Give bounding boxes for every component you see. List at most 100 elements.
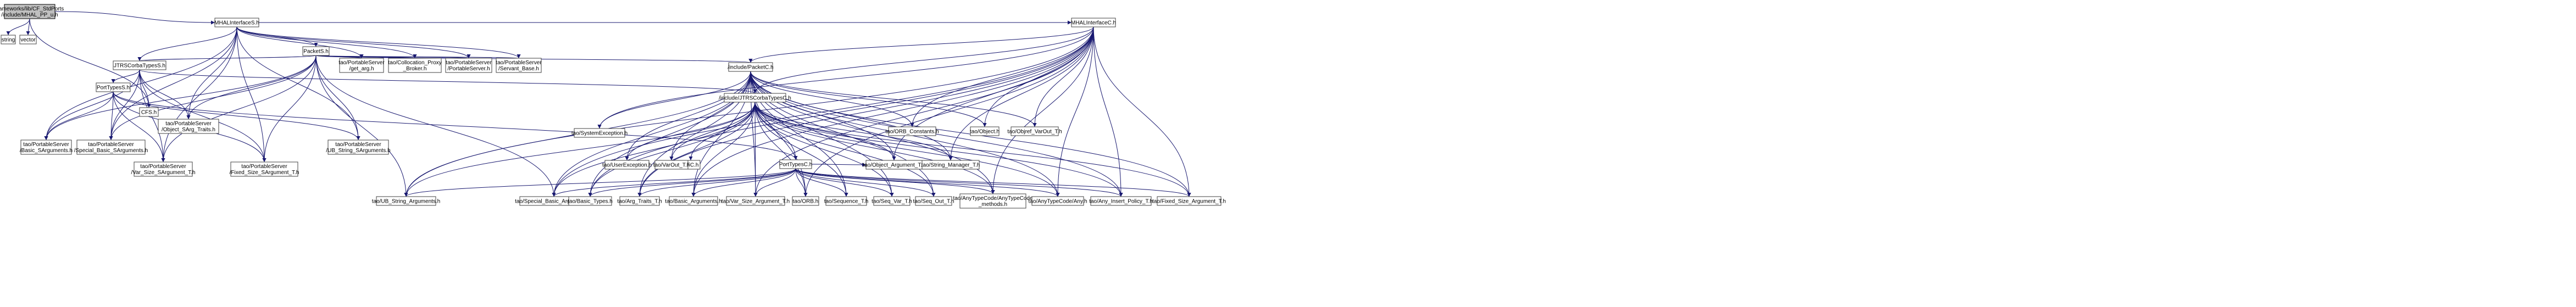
node-box	[654, 160, 689, 170]
edge-jtrsS-to-basicsarg	[44, 69, 140, 141]
edge-mhalS-to-jtrsS	[137, 26, 237, 62]
node-label: tao/Fixed_Size_Argument_T.h	[1152, 199, 1226, 205]
node-stringmgr[interactable]: tao/String_Manager_T.h	[921, 160, 980, 170]
node-box	[214, 18, 259, 27]
node-box	[779, 159, 812, 169]
node-label: tao/String_Manager_T.h	[921, 163, 980, 169]
node-label: tao/Object_Argument_T.h	[863, 163, 925, 169]
node-packetC[interactable]: /include/PacketC.h	[728, 62, 774, 72]
edge-jtrsS-to-specialsarg	[109, 69, 140, 141]
node-varout[interactable]: tao/VarOut_T.h	[653, 160, 690, 170]
node-label: vector	[20, 37, 36, 43]
edge-jtrsC-to-ubstringargs	[404, 102, 756, 197]
edge-mhalC-to-basicargs	[691, 26, 1094, 197]
node-label: tao/PortableServer	[88, 142, 134, 148]
node-mhalC[interactable]: MHALInterfaceC.h	[1071, 18, 1116, 27]
node-anytypecode[interactable]: tao/AnyTypeCode/AnyTypeCode_methods.h	[953, 193, 1033, 209]
node-argtraits[interactable]: tao/Arg_Traits_T.h	[617, 196, 662, 206]
node-jtrsS[interactable]: JTRSCorbaTypesS.h	[113, 60, 166, 70]
node-label: _methods.h	[978, 202, 1007, 208]
node-label: tao/Collocation_Proxy	[388, 60, 441, 66]
edge-jtrsC-to-anytypecode	[754, 102, 995, 194]
node-label: tao/VarOut_T.h	[653, 163, 690, 169]
node-label: PortTypesS.h	[97, 85, 130, 91]
node-label: MHALInterfaceC.h	[1071, 20, 1116, 26]
node-sysexc[interactable]: tao/SystemException.h	[571, 128, 628, 138]
node-portableserver[interactable]: tao/PortableServer/PortableServer.h	[445, 58, 492, 73]
edge-packetC-to-orbh	[750, 71, 808, 197]
node-label: /PortableServer.h	[447, 66, 490, 72]
edge-mhalC-to-anyinsert	[1093, 26, 1123, 197]
node-label: tao/Sequence_T.h	[824, 199, 869, 205]
node-ubstringsarg[interactable]: tao/PortableServer/UB_String_SArguments.…	[326, 139, 391, 155]
node-label: /Basic_SArguments.h	[20, 148, 73, 154]
node-collocation[interactable]: tao/Collocation_Proxy_Broker.h	[388, 58, 442, 73]
node-anyinsert[interactable]: tao/Any_Insert_Policy_T.h	[1089, 196, 1153, 206]
node-orbconst[interactable]: tao/ORB_Constants.h	[885, 126, 939, 136]
node-box	[302, 46, 330, 56]
node-cfsh[interactable]: CFS.h	[139, 107, 159, 117]
node-label: PortTypesC.h	[779, 162, 813, 168]
edge-jtrsC-to-basicargs	[691, 102, 756, 197]
node-box	[113, 60, 166, 70]
edge-portC-to-argtraits	[637, 168, 796, 197]
edge-portS-to-specialsarg	[109, 91, 114, 141]
node-portC[interactable]: PortTypesC.h	[779, 159, 813, 169]
edge-portS-to-varsizesarg	[113, 91, 165, 163]
node-fixedsizesarg[interactable]: tao/PortableServer/Fixed_Size_SArgument_…	[230, 161, 299, 177]
edge-jtrsC-to-argtraits	[637, 102, 756, 197]
node-objrefvarout[interactable]: tao/Objref_VarOut_T.h	[1007, 126, 1062, 136]
node-sequence[interactable]: tao/Sequence_T.h	[824, 196, 869, 206]
node-basicsarg[interactable]: tao/PortableServer/Basic_SArguments.h	[20, 139, 73, 155]
node-string[interactable]: string	[1, 35, 16, 44]
node-orbh[interactable]: tao/ORB.h	[792, 196, 819, 206]
node-mhalS[interactable]: MHALInterfaceS.h	[214, 18, 259, 27]
node-basicargs[interactable]: tao/Basic_Arguments.h	[665, 196, 722, 206]
node-box	[134, 161, 193, 177]
node-objectsarg[interactable]: tao/PortableServer/Object_SArg_Traits.h	[158, 119, 219, 134]
edge-portC-to-anytypecode	[795, 168, 995, 194]
node-ubstringargs[interactable]: tao/UB_String_Arguments.h	[372, 196, 441, 206]
node-varsizearg[interactable]: tao/Var_Size_Argument_T.h	[721, 196, 790, 206]
node-anytcany[interactable]: tao/AnyTypeCode/Any.h	[1028, 196, 1087, 206]
node-servantbase[interactable]: tao/PortableServer/Servant_Base.h	[496, 58, 542, 73]
edge-jtrsC-to-seqvar	[754, 102, 894, 197]
node-objectarg[interactable]: tao/Object_Argument_T.h	[863, 160, 925, 170]
edge-packetS-to-jtrsS	[137, 55, 317, 62]
edge-portS-to-basicsarg	[44, 91, 114, 141]
node-packetS[interactable]: PacketS.h	[302, 46, 330, 56]
node-seqvar[interactable]: tao/Seq_Var_T.h	[871, 196, 912, 206]
edge-jtrsC-to-basictypes	[588, 102, 756, 197]
node-box	[970, 126, 1000, 136]
edge-packetS-to-specialbasic	[315, 55, 556, 197]
node-jtrsC[interactable]: /include/JTRSCorbaTypesC.h	[719, 93, 791, 103]
node-userexc[interactable]: tao/UserException.h	[602, 160, 652, 170]
node-label: tao/AnyTypeCode/Any.h	[1028, 199, 1087, 205]
node-label: _Broker.h	[403, 66, 427, 72]
node-specialsarg[interactable]: tao/PortableServer/Special_Basic_SArgume…	[74, 139, 148, 155]
edge-portC-to-basicargs	[691, 168, 796, 197]
node-getarg[interactable]: tao/PortableServer/get_arg.h	[338, 58, 385, 73]
node-label: tao/PortableServer	[335, 142, 381, 148]
node-label: /Special_Basic_SArguments.h	[74, 148, 148, 154]
edge-portC-to-fixedsizearg	[795, 168, 1191, 197]
node-seqout[interactable]: tao/Seq_Out_T.h	[913, 196, 954, 206]
edge-mhalS-to-collocation	[236, 26, 417, 59]
node-label: tao/AnyTypeCode/AnyTypeCode	[953, 196, 1033, 202]
edge-jtrsS-to-fixedsizesarg	[139, 69, 267, 163]
edge-portC-to-ubstringargs	[404, 168, 796, 197]
node-objecth[interactable]: tao/Object.h	[970, 126, 1000, 136]
edge-root-to-mhalS	[54, 11, 215, 25]
node-box	[20, 139, 72, 155]
node-portS[interactable]: PortTypesS.h	[96, 82, 131, 92]
node-vector[interactable]: vector	[19, 35, 37, 44]
edge-packetS-to-objectsarg	[186, 55, 317, 120]
edge-packetC-to-orbconst	[750, 71, 914, 127]
node-varsizesarg[interactable]: tao/PortableServer/Var_Size_SArgument_T.…	[131, 161, 196, 177]
node-box	[19, 35, 37, 44]
edge-packetS-to-fixedsizesarg	[262, 55, 317, 163]
node-fixedsizearg[interactable]: tao/Fixed_Size_Argument_T.h	[1152, 196, 1226, 206]
node-basictypes[interactable]: tao/Basic_Types.h	[568, 196, 613, 206]
edge-portS-to-ubstringsarg	[113, 91, 360, 141]
